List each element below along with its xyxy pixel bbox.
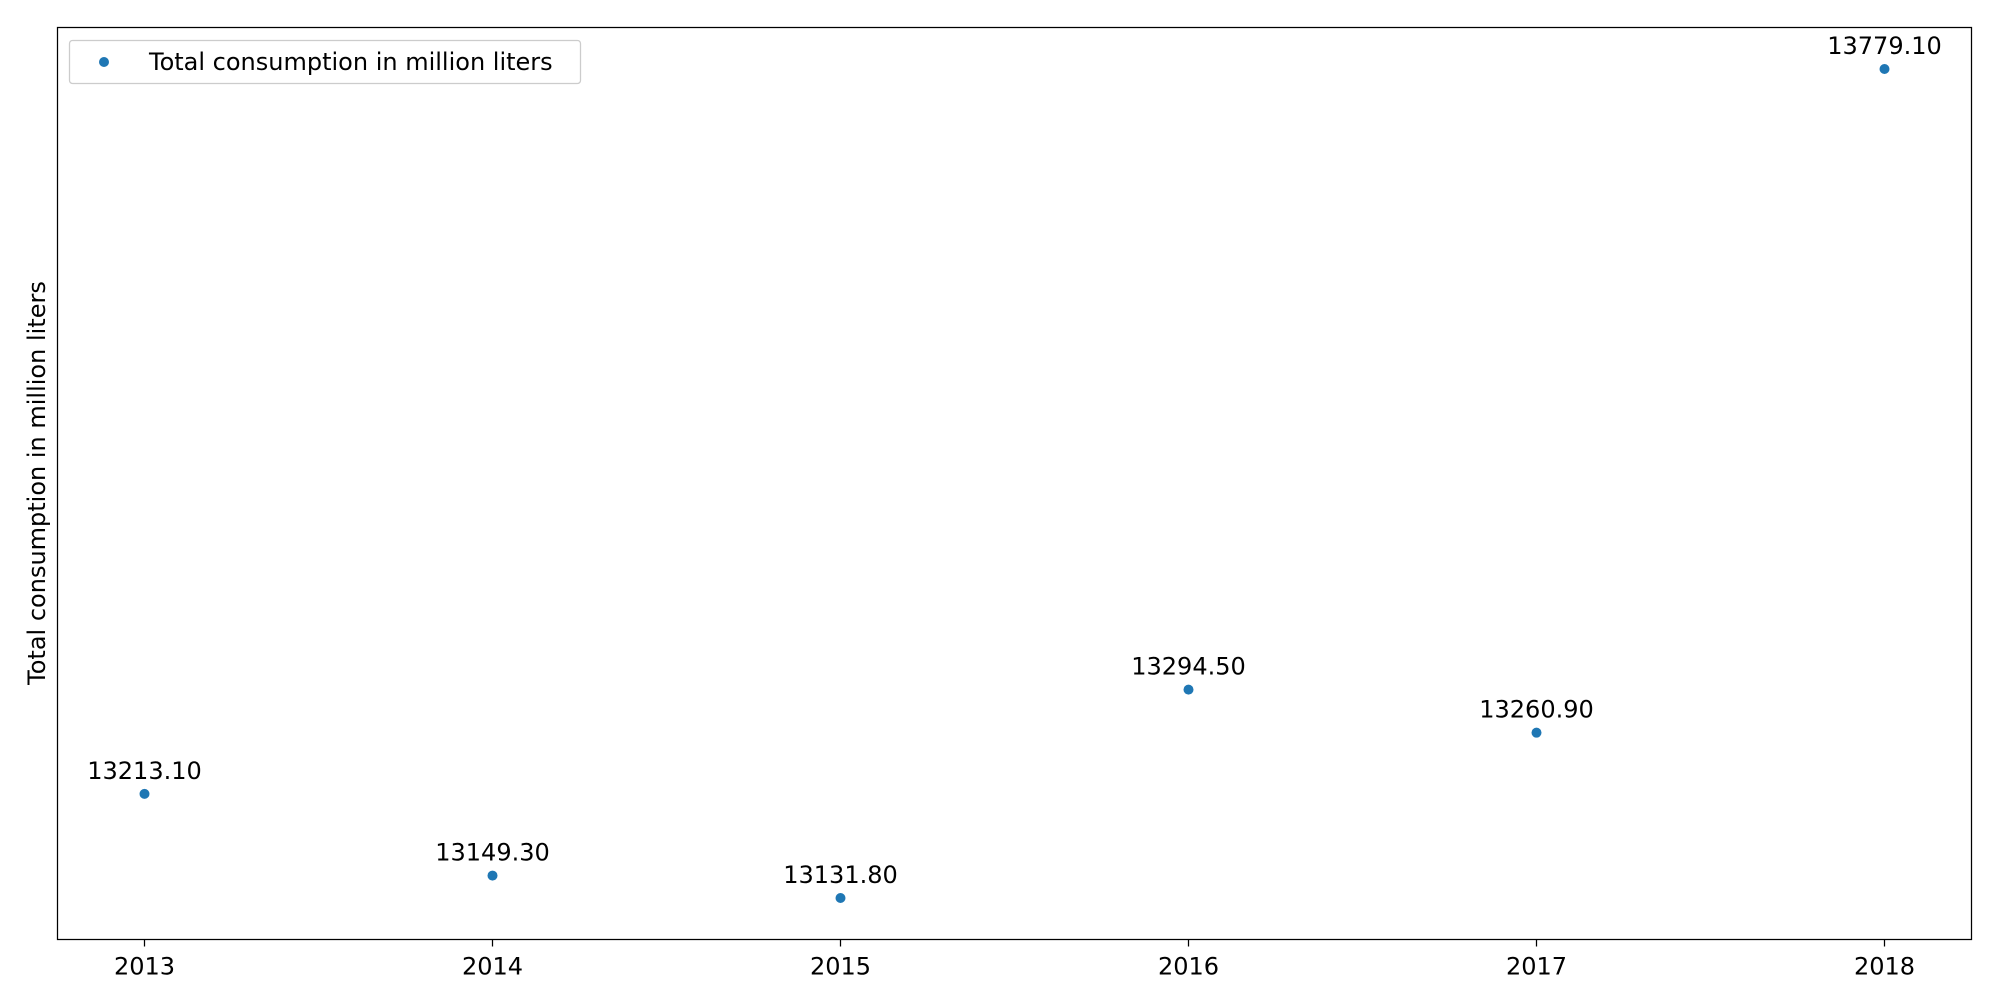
legend-marker: [99, 57, 109, 67]
data-label: 13260.90: [1479, 696, 1594, 724]
data-point: [1879, 63, 1890, 74]
data-point: [139, 788, 150, 799]
data-point: [835, 893, 846, 904]
x-tick-label: 2015: [810, 953, 871, 981]
data-label: 13131.80: [783, 861, 898, 889]
legend-label: Total consumption in million liters: [148, 48, 553, 76]
data-point: [1531, 727, 1542, 738]
data-label: 13294.50: [1131, 653, 1246, 681]
legend-box: [68, 39, 582, 85]
x-tick-label: 2014: [462, 953, 523, 981]
legend: Total consumption in million liters: [68, 39, 582, 85]
data-label: 13149.30: [435, 839, 550, 867]
data-label: 13213.10: [87, 757, 202, 785]
x-tick-label: 2016: [1158, 953, 1219, 981]
x-axis-ticks: 2013 2014 2015 2016 2017 2018: [114, 939, 1915, 981]
x-tick-label: 2018: [1854, 953, 1915, 981]
data-point: [487, 870, 498, 881]
x-tick-label: 2013: [114, 953, 175, 981]
data-label: 13779.10: [1827, 32, 1942, 60]
data-point: [1183, 684, 1194, 695]
y-axis-label: Total consumption in million liters: [23, 281, 51, 686]
marks-layer: 13213.10 13149.30 13131.80 13294.50 13260.90…: [87, 32, 1942, 904]
plot-frame: [56, 26, 1973, 941]
x-tick-label: 2017: [1506, 953, 1567, 981]
